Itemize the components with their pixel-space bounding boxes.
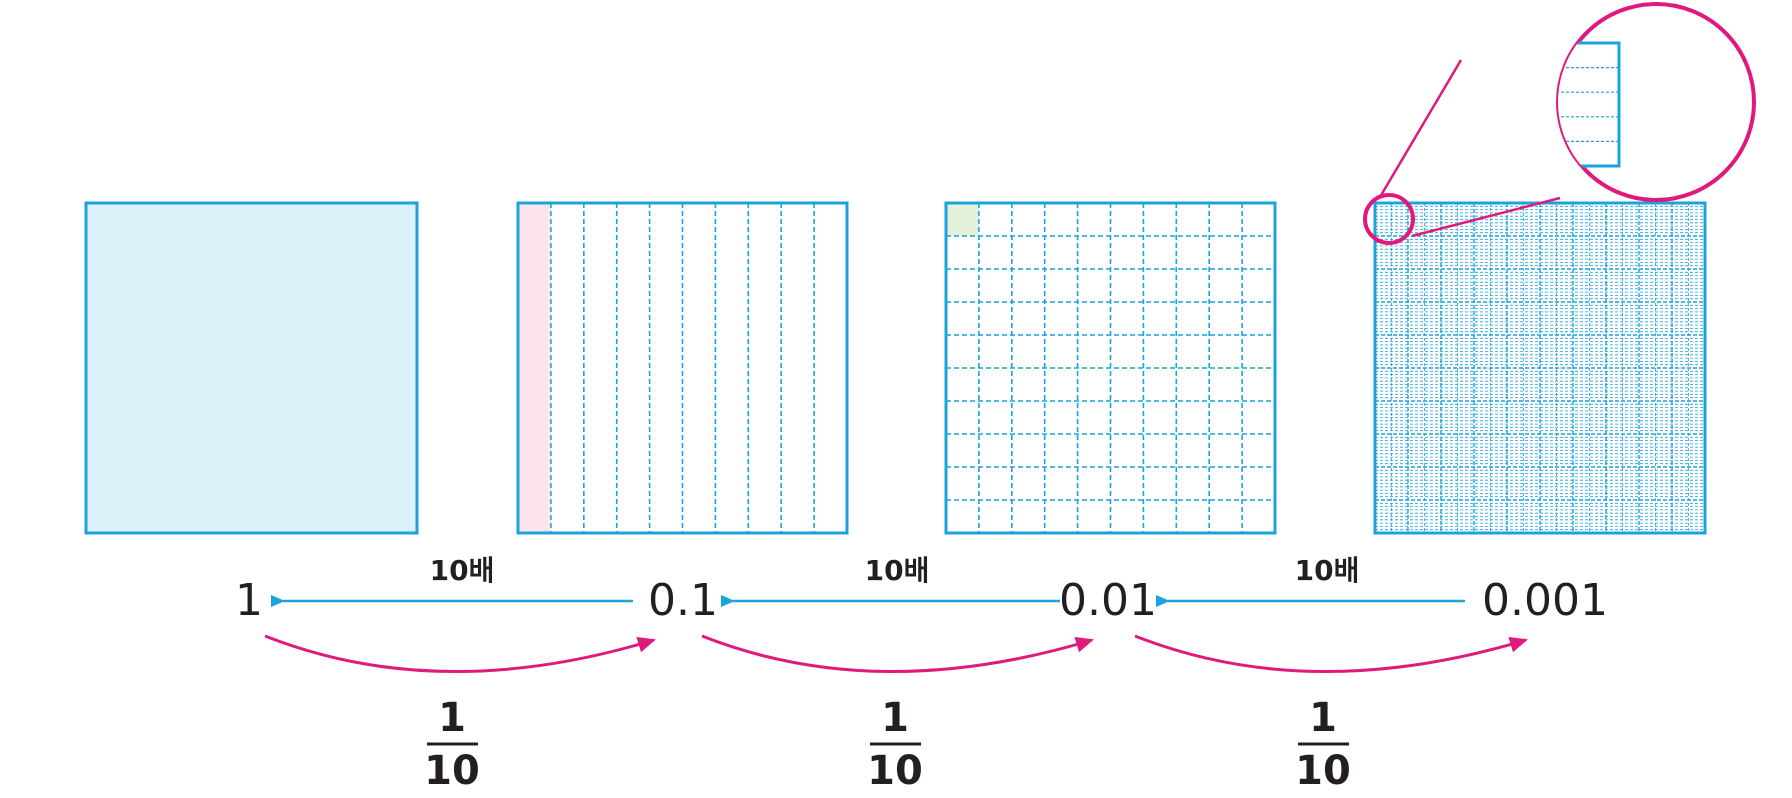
- fraction-3: 1 10: [1295, 695, 1351, 794]
- times-ten-label-3: 10배: [1295, 554, 1360, 587]
- number-one: 1: [235, 575, 263, 626]
- one-tenth-arrows: [264, 634, 1528, 674]
- number-labels: 1 0.1 0.01 0.001: [235, 575, 1608, 626]
- number-one-thousandth: 0.001: [1482, 575, 1608, 626]
- square-tenths: [516, 201, 849, 535]
- magnifier: [1363, 2, 1756, 245]
- number-one-tenth: 0.1: [648, 575, 718, 626]
- fraction-denominator: 10: [867, 748, 923, 794]
- number-one-hundredth: 0.01: [1059, 575, 1157, 626]
- arrow-one-tenth-3: [1134, 634, 1528, 674]
- times-ten-label-2: 10배: [865, 554, 930, 587]
- arrow-one-tenth-1: [264, 634, 656, 674]
- fraction-numerator: 1: [438, 695, 466, 741]
- fraction-1: 1 10: [424, 695, 480, 794]
- square-thousandths: [1373, 201, 1707, 535]
- fraction-numerator: 1: [1309, 695, 1337, 741]
- hundredth-highlight: [946, 203, 979, 236]
- square-hundredths: [944, 201, 1277, 535]
- fraction-denominator: 10: [1295, 748, 1351, 794]
- tenth-highlight: [518, 203, 551, 533]
- fraction-numerator: 1: [881, 695, 909, 741]
- thousandth-highlight: [1496, 43, 1558, 68]
- arrow-one-tenth-2: [701, 634, 1094, 674]
- fraction-2: 1 10: [867, 695, 923, 794]
- zoom-focus-circle: [1363, 193, 1415, 245]
- fraction-denominator: 10: [424, 748, 480, 794]
- times-ten-label-1: 10배: [430, 554, 495, 587]
- square-whole: [84, 201, 419, 535]
- times-ten-arrows: 10배 10배 10배: [271, 554, 1465, 607]
